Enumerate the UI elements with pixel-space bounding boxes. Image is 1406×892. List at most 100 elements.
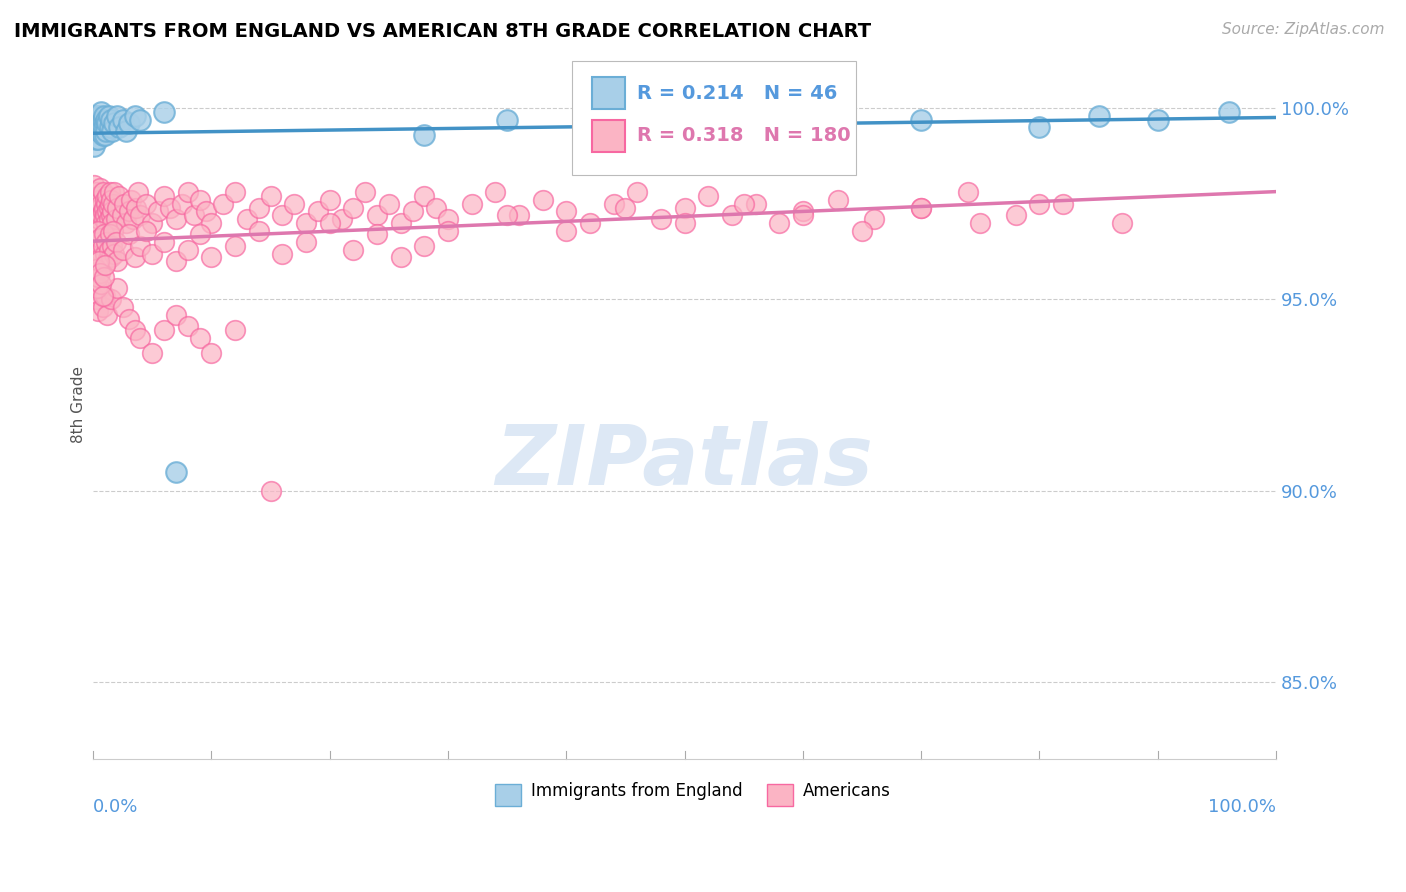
Point (93, 201, 115, 215)
Point (84, 132, 107, 146)
Point (90, 124, 112, 138)
Point (91, 239, 114, 253)
Point (103, 196, 125, 211)
Point (496, 112, 519, 127)
Point (115, 216, 138, 230)
Point (165, 212, 187, 227)
Point (188, 331, 211, 345)
Point (969, 216, 991, 230)
Point (319, 216, 342, 230)
Point (342, 243, 364, 257)
Point (129, 331, 152, 345)
Point (401, 204, 423, 219)
Point (733, 104, 755, 119)
Point (366, 227, 388, 242)
Point (96, 254, 118, 268)
Point (437, 212, 460, 227)
Point (96, 308, 118, 322)
Point (90, 104, 112, 119)
Point (496, 208, 519, 222)
Point (83, 196, 105, 211)
Point (96, 189, 118, 203)
Point (87, 243, 110, 257)
Point (118, 311, 141, 326)
Point (484, 186, 506, 200)
Point (188, 227, 211, 242)
Text: 100.0%: 100.0% (1208, 797, 1277, 815)
Point (118, 204, 141, 219)
Point (271, 246, 294, 260)
Point (93, 120, 115, 135)
Point (90, 116, 112, 130)
Point (108, 120, 131, 135)
Point (295, 235, 318, 249)
Point (94, 116, 117, 130)
Point (87, 132, 110, 146)
Point (283, 196, 305, 211)
Text: R = 0.318   N = 180: R = 0.318 N = 180 (637, 126, 851, 145)
Point (792, 109, 814, 123)
Point (531, 193, 554, 207)
Point (792, 204, 814, 219)
Point (697, 189, 720, 203)
Point (96, 216, 118, 230)
Bar (592, 120, 626, 152)
Text: R = 0.214   N = 46: R = 0.214 N = 46 (637, 84, 838, 103)
Point (83, 273, 105, 287)
Point (100, 251, 122, 265)
Point (177, 186, 200, 200)
Point (91, 204, 114, 219)
Point (224, 239, 246, 253)
Point (94, 288, 117, 302)
Point (153, 104, 176, 119)
Point (744, 196, 766, 211)
Point (103, 223, 125, 237)
Point (94, 193, 117, 207)
Point (129, 239, 152, 253)
Point (86, 281, 108, 295)
Point (105, 281, 128, 295)
Point (247, 201, 270, 215)
Point (97, 212, 120, 227)
Point (733, 196, 755, 211)
Point (177, 319, 200, 334)
Point (413, 189, 436, 203)
Point (103, 116, 125, 130)
Point (236, 212, 259, 227)
Point (90, 277, 112, 292)
Point (1111, 216, 1133, 230)
Point (87, 212, 110, 227)
Point (413, 239, 436, 253)
Point (84, 235, 107, 249)
Point (247, 223, 270, 237)
Point (118, 116, 141, 130)
Text: Source: ZipAtlas.com: Source: ZipAtlas.com (1222, 22, 1385, 37)
Point (98, 120, 121, 135)
Point (792, 208, 814, 222)
Point (342, 201, 364, 215)
Point (159, 201, 181, 215)
Point (94, 128, 117, 142)
Point (87, 223, 110, 237)
Point (271, 208, 294, 222)
Text: Immigrants from England: Immigrants from England (531, 781, 742, 799)
Point (87, 304, 110, 318)
Point (125, 201, 148, 215)
Point (910, 201, 932, 215)
Point (96, 235, 118, 249)
Point (87, 116, 110, 130)
Point (87, 124, 110, 138)
Point (124, 323, 146, 337)
Point (98, 196, 121, 211)
Point (135, 196, 157, 211)
Point (87, 204, 110, 219)
Point (366, 208, 388, 222)
Point (124, 109, 146, 123)
Point (1087, 109, 1109, 123)
Point (170, 196, 193, 211)
Point (91, 300, 114, 314)
Point (673, 201, 696, 215)
Point (91, 128, 114, 142)
Point (555, 223, 578, 237)
Point (120, 193, 142, 207)
